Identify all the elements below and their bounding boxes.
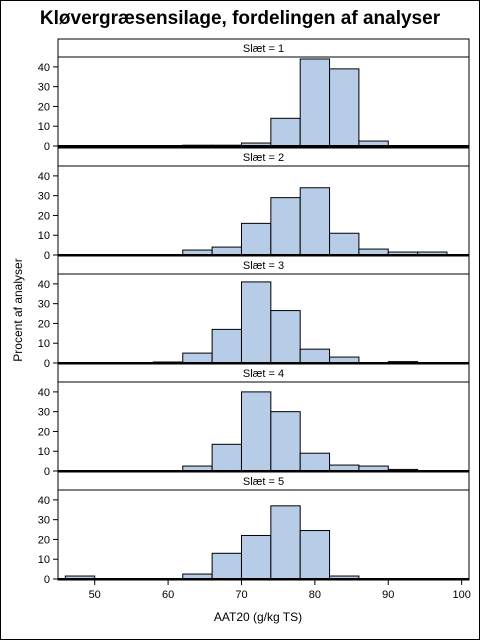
histogram-bar — [270, 411, 301, 472]
y-tick-label: 10 — [38, 230, 50, 242]
y-tick-label: 0 — [44, 574, 50, 586]
y-tick-label: 0 — [44, 141, 50, 153]
histogram-bar — [270, 117, 301, 147]
y-tick-label: 40 — [38, 495, 50, 507]
panel-strip-label: Slæt = 4 — [243, 368, 284, 380]
y-tick-label: 40 — [38, 387, 50, 399]
histogram-bar — [240, 222, 272, 256]
panel-strip-label: Slæt = 5 — [243, 476, 284, 488]
y-tick-label: 40 — [38, 279, 50, 291]
y-tick-label: 20 — [38, 210, 50, 222]
x-tick-label: 60 — [162, 589, 174, 601]
x-tick-label: 70 — [235, 589, 247, 601]
histogram-bar — [270, 505, 301, 580]
histogram-bar — [240, 281, 272, 364]
y-tick-label: 20 — [38, 318, 50, 330]
histogram-bar — [299, 452, 331, 472]
y-tick-label: 10 — [38, 121, 50, 133]
x-tick-label: 100 — [452, 589, 470, 601]
y-tick-label: 30 — [38, 299, 50, 311]
panel-strip-label: Slæt = 3 — [243, 260, 284, 272]
y-tick-label: 10 — [38, 338, 50, 350]
histogram-bar — [211, 552, 242, 580]
histogram-bar — [270, 310, 301, 364]
y-tick-label: 20 — [38, 101, 50, 113]
histogram-bar — [240, 391, 272, 472]
x-axis-label: AAT20 (g/kg TS) — [213, 610, 303, 624]
y-tick-label: 40 — [38, 62, 50, 74]
y-tick-label: 30 — [38, 191, 50, 203]
histogram-bar — [211, 443, 242, 472]
y-tick-label: 40 — [38, 171, 50, 183]
y-tick-label: 20 — [38, 426, 50, 438]
histogram-bar — [299, 187, 331, 256]
y-tick-label: 30 — [38, 82, 50, 94]
histogram-bar — [211, 328, 242, 364]
y-tick-label: 20 — [38, 534, 50, 546]
histogram-bar — [182, 352, 213, 364]
y-tick-label: 10 — [38, 554, 50, 566]
chart-title: Kløvergræsensilage, fordelingen af analy… — [39, 8, 441, 29]
panel-plot-area — [57, 56, 470, 148]
histogram-bar — [211, 246, 242, 256]
panel-strip-label: Slæt = 1 — [243, 43, 284, 55]
x-tick-label: 90 — [382, 589, 394, 601]
y-tick-label: 30 — [38, 515, 50, 527]
y-tick-label: 0 — [44, 250, 50, 262]
x-tick-label: 80 — [309, 589, 321, 601]
y-tick-label: 0 — [44, 466, 50, 478]
histogram-bar — [299, 58, 331, 147]
histogram-bar — [299, 348, 331, 364]
y-tick-label: 10 — [38, 446, 50, 458]
panel-strip-label: Slæt = 2 — [243, 152, 284, 164]
histogram-bar — [240, 534, 272, 580]
histogram-bar — [270, 197, 301, 256]
histogram-bar — [329, 68, 360, 147]
histogram-bar — [299, 530, 331, 580]
y-tick-label: 0 — [44, 358, 50, 370]
histogram-bar — [329, 232, 360, 256]
x-tick-label: 50 — [89, 589, 101, 601]
y-tick-label: 30 — [38, 407, 50, 419]
